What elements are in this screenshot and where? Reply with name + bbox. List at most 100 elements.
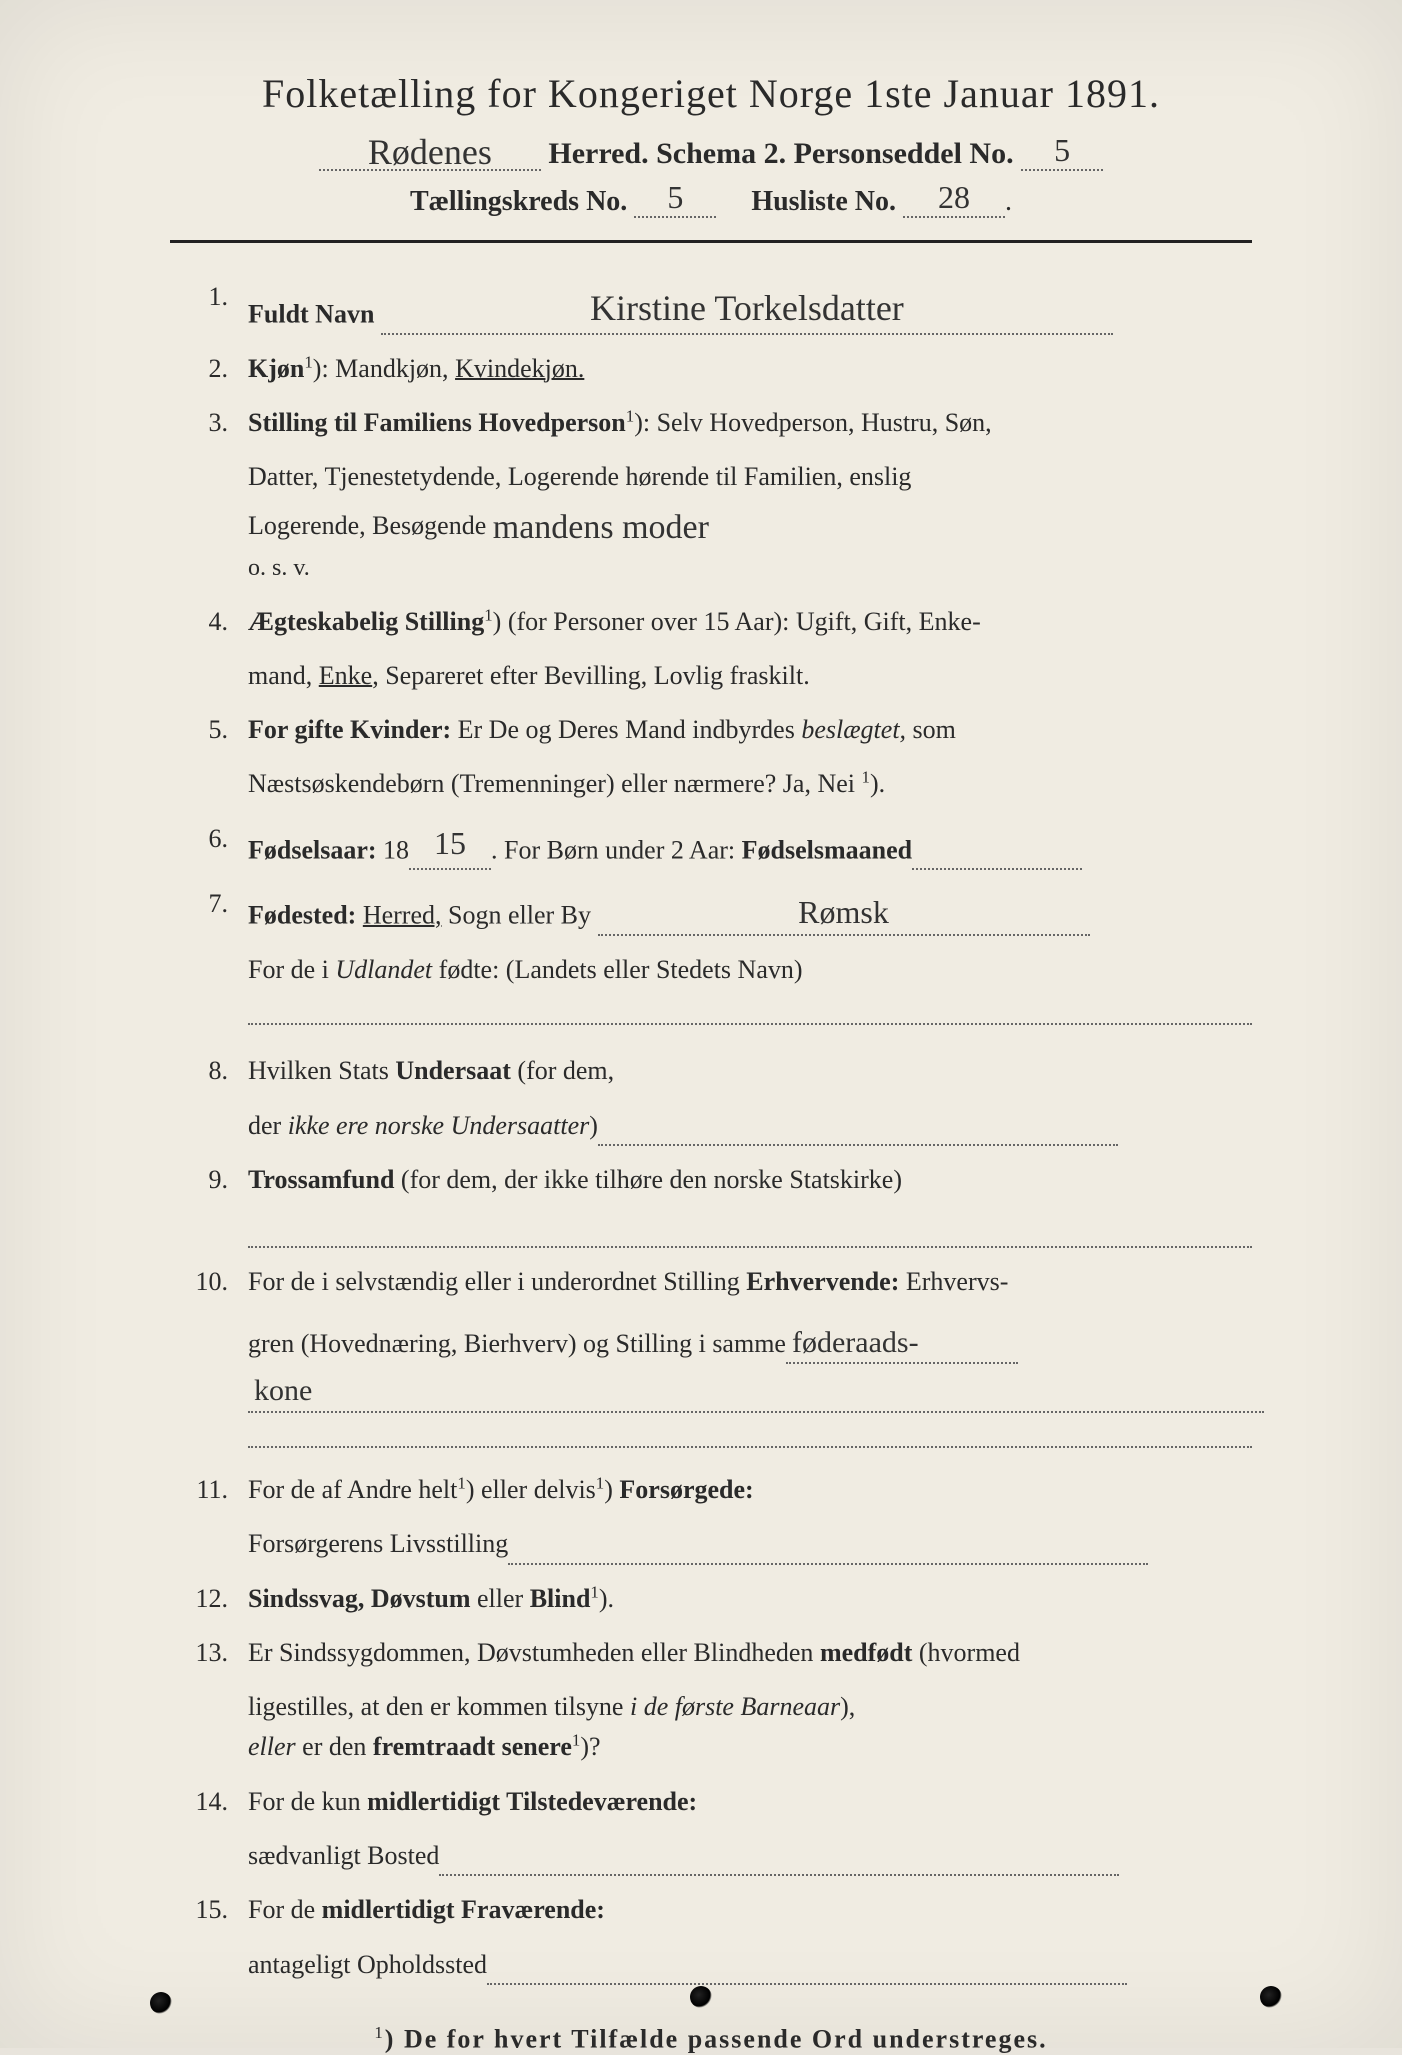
census-form-page: Folketælling for Kongeriget Norge 1ste J… xyxy=(0,0,1402,2048)
item-2: 2. Kjøn1): Mandkjøn, Kvindekjøn. xyxy=(170,349,1252,389)
item-body: Hvilken Stats Undersaat (for dem, xyxy=(248,1051,1252,1091)
item-num: 7. xyxy=(170,884,248,936)
item-6: 6. Fødselsaar: 1815. For Børn under 2 Aa… xyxy=(170,819,1252,871)
opholdssted-label: antageligt Opholdssted xyxy=(248,1950,487,1979)
fodested-value: Rømsk xyxy=(798,894,889,930)
trossamfund-text: (for dem, der ikke tilhøre den norske St… xyxy=(394,1165,902,1194)
item-num: 12. xyxy=(170,1579,248,1619)
item-list: 1. Fuldt Navn Kirstine Torkelsdatter 2. … xyxy=(170,277,1252,1985)
item-num: 4. xyxy=(170,602,248,642)
undersaat-ital: ikke ere norske Undersaatter xyxy=(288,1111,590,1140)
item-7-blank xyxy=(170,992,1252,1025)
medfodt-text4: ), xyxy=(840,1692,855,1721)
undersaat-text2: (for dem, xyxy=(511,1056,614,1085)
enke-underlined: Enke xyxy=(319,661,372,690)
item-10-cont2: kone xyxy=(170,1364,1252,1413)
undersaat-text4: ) xyxy=(589,1111,598,1140)
stilling-label: Stilling til Familiens Hovedperson xyxy=(248,408,626,437)
stilling-text3: Logerende, Besøgende xyxy=(248,511,493,540)
footnote-mark: 1 xyxy=(457,1473,465,1492)
husliste-no: 28 xyxy=(938,179,970,215)
kreds-line: Tællingskreds No. 5 Husliste No. 28. xyxy=(170,179,1252,218)
erhverv-field1: føderaads- xyxy=(786,1316,1018,1365)
footnote-mark: 1 xyxy=(590,1582,598,1601)
item-3-osv: o. s. v. xyxy=(170,550,1252,587)
fodested-text3: fødte: (Landets eller Stedets Navn) xyxy=(432,955,802,984)
divider-rule xyxy=(170,240,1252,243)
item-body: Stilling til Familiens Hovedperson1): Se… xyxy=(248,403,1252,443)
binding-pin-icon xyxy=(150,1992,172,2014)
forsorg-text3: ) xyxy=(604,1475,619,1504)
item-body: For de af Andre helt1) eller delvis1) Fo… xyxy=(248,1470,1252,1510)
gifte-text1: Er De og Deres Mand indbyrdes xyxy=(451,715,801,744)
medfodt-text1: Er Sindssygdommen, Døvstumheden eller Bl… xyxy=(248,1638,820,1667)
fremtraadt-bold: fremtraadt senere xyxy=(373,1732,572,1761)
personseddel-no-field: 5 xyxy=(1021,132,1103,171)
item-body: For de kun midlertidigt Tilstedeværende: xyxy=(248,1782,1252,1822)
fodselsaar-text2: . For Børn under 2 Aar: xyxy=(491,835,742,864)
item-10-cont1: gren (Hovednæring, Bierhverv) og Stillin… xyxy=(170,1316,1252,1365)
item-num: 6. xyxy=(170,819,248,871)
udlandet-ital: Udlandet xyxy=(335,955,432,984)
item-body: Trossamfund (for dem, der ikke tilhøre d… xyxy=(248,1160,1252,1200)
item-15: 15. For de midlertidigt Fraværende: xyxy=(170,1890,1252,1930)
footnote: 1) De for hvert Tilfælde passende Ord un… xyxy=(170,2023,1252,2055)
item-5-cont: Næstsøskendebørn (Tremenninger) eller næ… xyxy=(170,764,1252,804)
item-num: 5. xyxy=(170,710,248,750)
gifte-ital: beslægtet, xyxy=(801,715,906,744)
item-body: For de midlertidigt Fraværende: xyxy=(248,1890,1252,1930)
item-14-cont: sædvanligt Bosted xyxy=(170,1836,1252,1876)
fodested-field: Rømsk xyxy=(598,884,1090,936)
herred-underlined: Herred, xyxy=(363,901,442,930)
blind-bold: Blind xyxy=(530,1584,591,1613)
item-num: 8. xyxy=(170,1051,248,1091)
district-handwritten: Rødenes xyxy=(368,132,492,172)
sindssvag-text2: ). xyxy=(599,1584,614,1613)
gifte-label: For gifte Kvinder: xyxy=(248,715,451,744)
aegteskab-text2: mand, xyxy=(248,661,319,690)
item-num: 2. xyxy=(170,349,248,389)
item-12: 12. Sindssvag, Døvstum eller Blind1). xyxy=(170,1579,1252,1619)
fodested-label: Fødested: xyxy=(248,901,363,930)
fravar-bold: midlertidigt Fraværende: xyxy=(322,1895,605,1924)
item-8: 8. Hvilken Stats Undersaat (for dem, xyxy=(170,1051,1252,1091)
kreds-no: 5 xyxy=(667,179,683,215)
item-body: Sindssvag, Døvstum eller Blind1). xyxy=(248,1579,1252,1619)
footnote-mark: 1 xyxy=(626,406,634,425)
forsorg-text2: ) eller delvis xyxy=(466,1475,596,1504)
item-3-cont1: Datter, Tjenestetydende, Logerende høren… xyxy=(170,457,1252,497)
eller-ital: eller xyxy=(248,1732,296,1761)
item-body: Kjøn1): Mandkjøn, Kvindekjøn. xyxy=(248,349,1252,389)
binding-pin-icon xyxy=(1260,1986,1282,2008)
footnote-sup: 1 xyxy=(374,2023,384,2042)
blank-line xyxy=(248,992,1252,1025)
erhverv-bold: Erhvervende: xyxy=(746,1267,899,1296)
bosted-field xyxy=(439,1846,1119,1877)
blank-line xyxy=(248,1415,1252,1448)
item-1: 1. Fuldt Navn Kirstine Torkelsdatter xyxy=(170,277,1252,335)
item-5: 5. For gifte Kvinder: Er De og Deres Man… xyxy=(170,710,1252,750)
binding-pin-icon xyxy=(690,1986,712,2008)
item-body: For gifte Kvinder: Er De og Deres Mand i… xyxy=(248,710,1252,750)
fuldt-navn-field: Kirstine Torkelsdatter xyxy=(381,277,1113,335)
undersaat-bold: Undersaat xyxy=(395,1056,511,1085)
item-13-cont2: eller er den fremtraadt senere1)? xyxy=(170,1727,1252,1767)
item-3: 3. Stilling til Familiens Hovedperson1):… xyxy=(170,403,1252,443)
erhverv-text3: gren (Hovednæring, Bierhverv) og Stillin… xyxy=(248,1329,786,1358)
item-body: Ægteskabelig Stilling1) (for Personer ov… xyxy=(248,602,1252,642)
aegteskab-text3: , Separeret efter Bevilling, Lovlig fras… xyxy=(372,661,810,690)
erhverv-hand2: kone xyxy=(254,1374,312,1407)
footnote-mark: 1 xyxy=(596,1473,604,1492)
fodested-text1: Sogn eller By xyxy=(442,901,592,930)
forsorg-text4: Forsørgerens Livsstilling xyxy=(248,1529,508,1558)
forsorg-field xyxy=(508,1534,1148,1565)
kreds-no-field: 5 xyxy=(634,179,716,218)
item-num: 9. xyxy=(170,1160,248,1200)
main-title: Folketælling for Kongeriget Norge 1ste J… xyxy=(170,70,1252,117)
herred-label: Herred. Schema 2. Personseddel No. xyxy=(548,137,1013,170)
kjon-label: Kjøn xyxy=(248,354,304,383)
item-4-cont: mand, Enke, Separeret efter Bevilling, L… xyxy=(170,656,1252,696)
personseddel-no: 5 xyxy=(1054,132,1070,168)
item-num: 1. xyxy=(170,277,248,335)
fodselsaar-label: Fødselsaar: xyxy=(248,835,383,864)
